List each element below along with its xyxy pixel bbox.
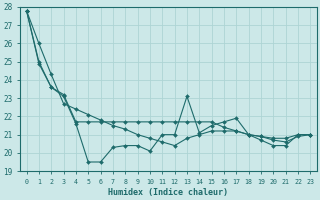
X-axis label: Humidex (Indice chaleur): Humidex (Indice chaleur) bbox=[108, 188, 228, 197]
